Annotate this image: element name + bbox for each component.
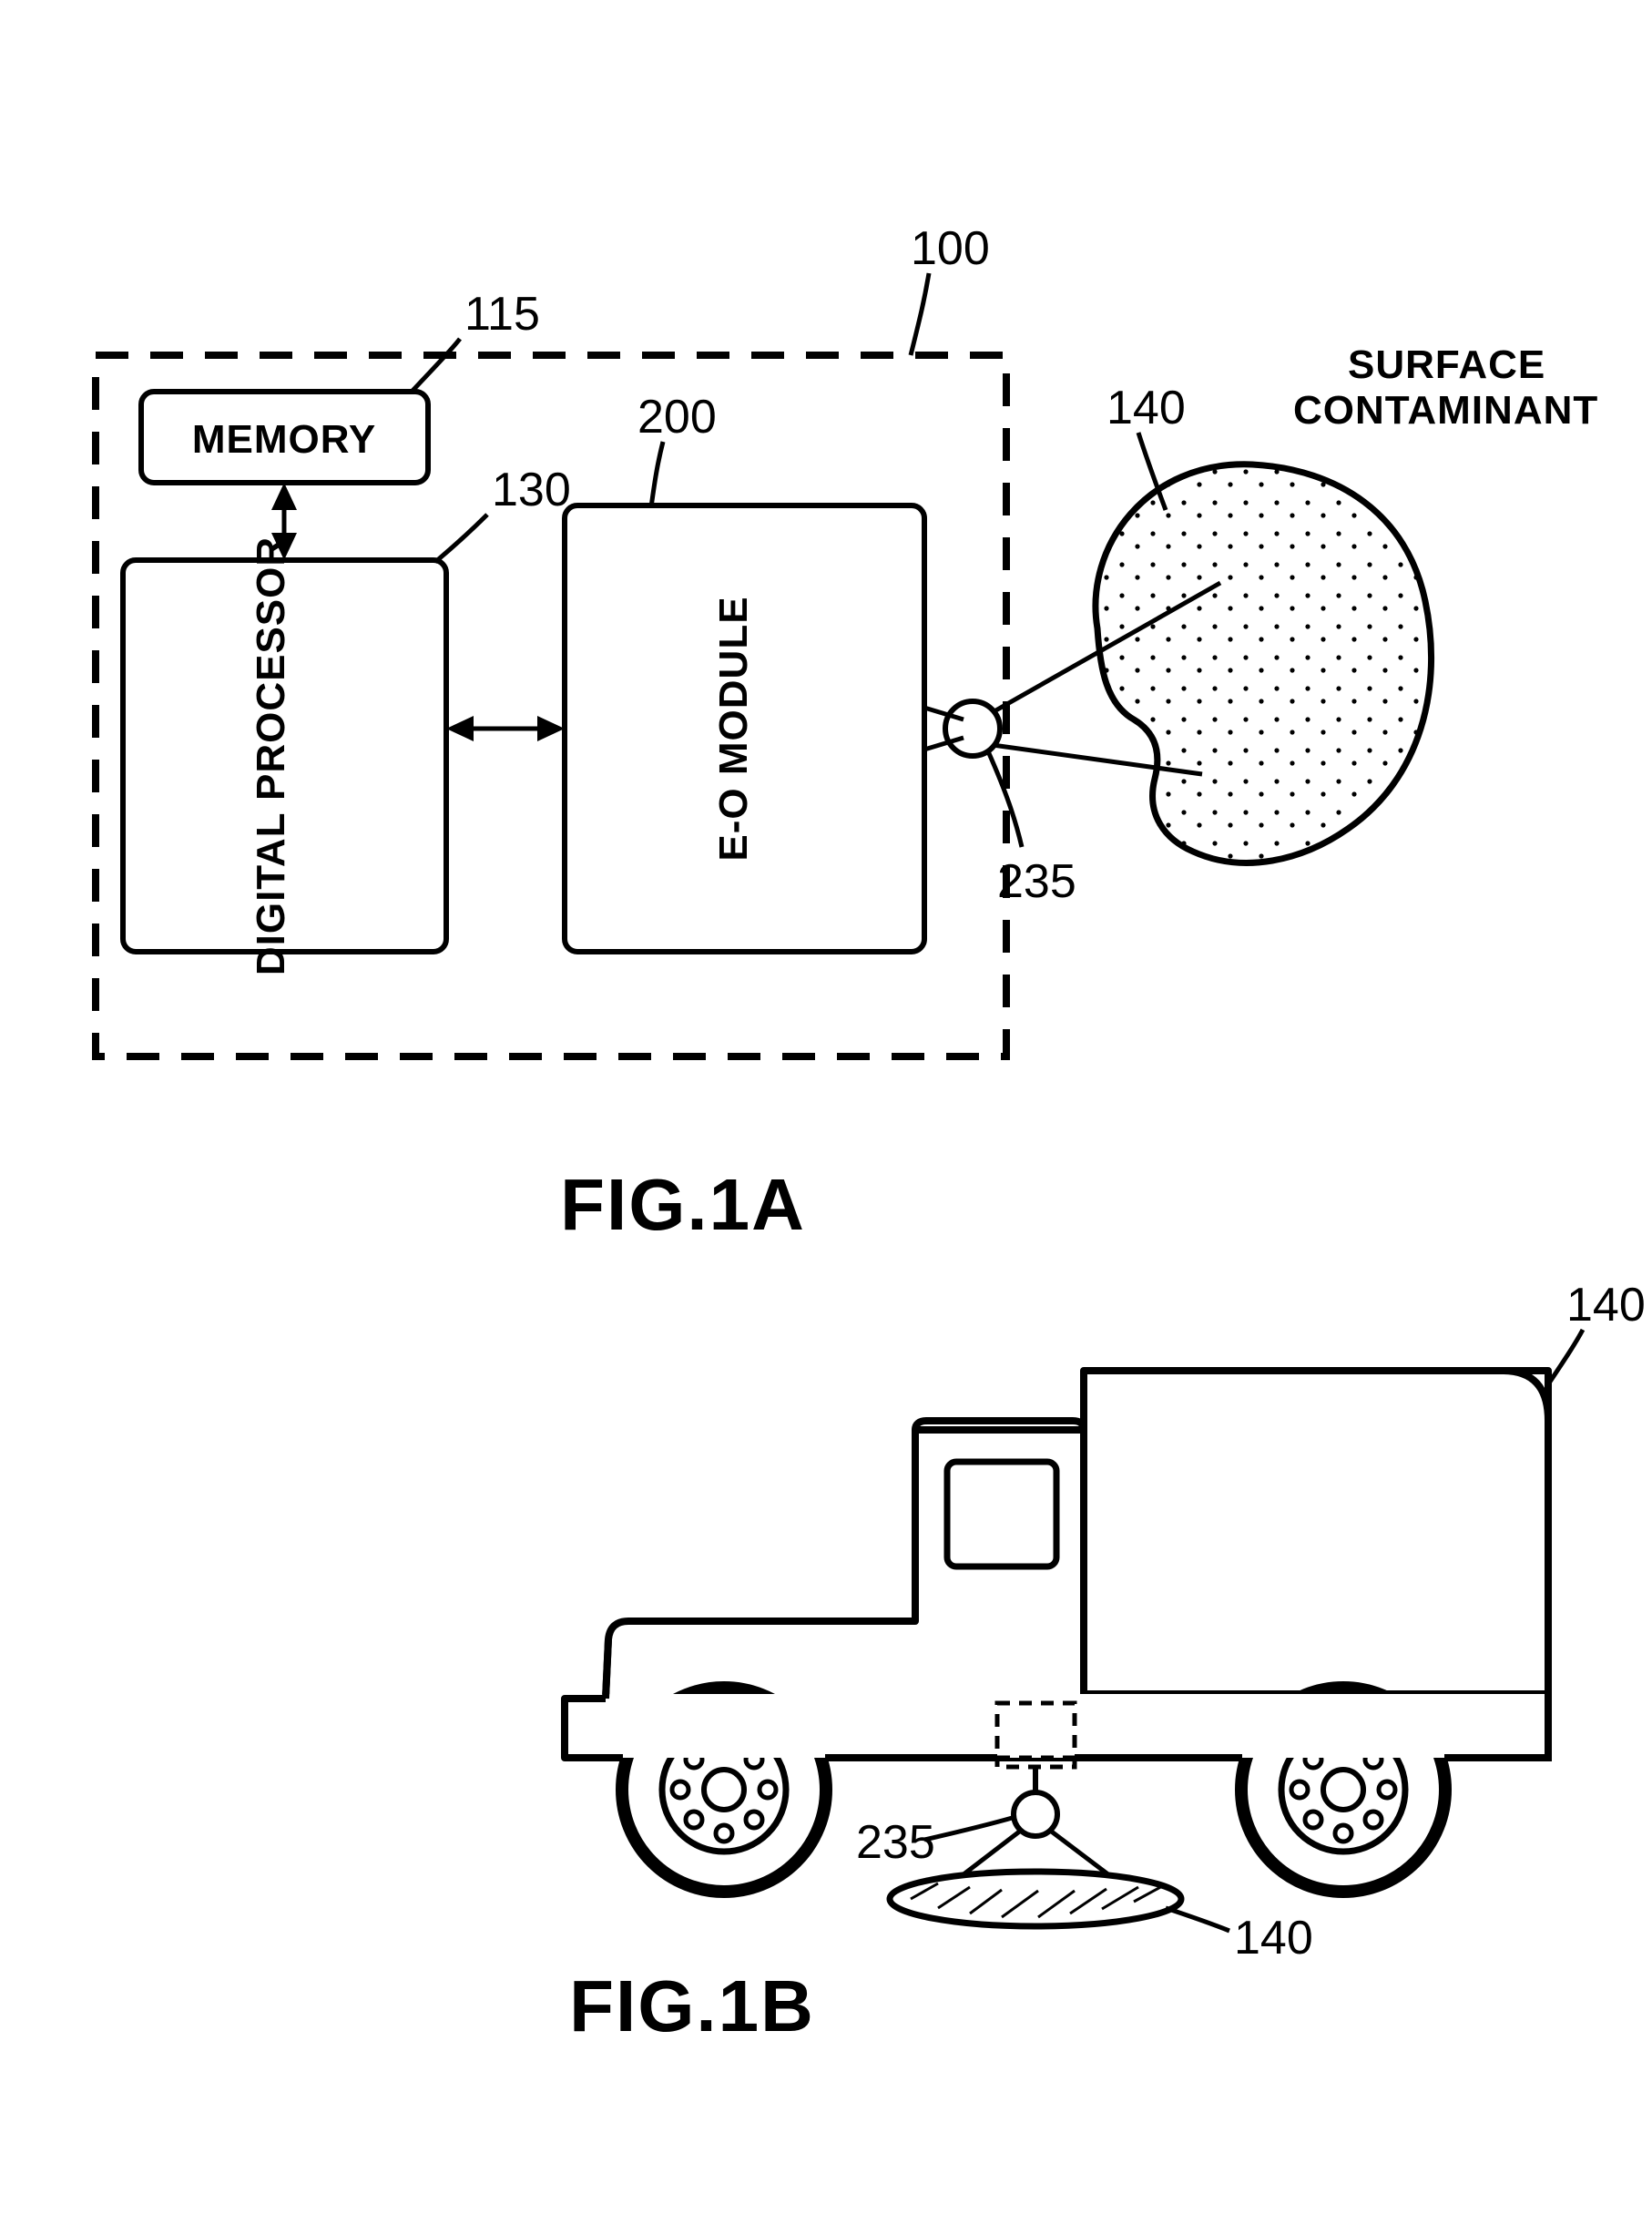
contaminant xyxy=(1096,464,1432,863)
contaminant-line1: SURFACE xyxy=(1348,342,1545,387)
fig-1a: 100 MEMORY 115 DIGITAL PROCESSOR 130 E-O… xyxy=(96,222,1598,1245)
ref-115: 115 xyxy=(464,288,540,341)
ref-235-leader-1b xyxy=(924,1817,1015,1840)
truck xyxy=(565,1371,1548,1926)
fig-1b: 140 235 140 FIG.1B xyxy=(565,1279,1646,2046)
ref-100: 100 xyxy=(911,222,990,275)
processor-eo-link xyxy=(446,716,565,741)
ref-200-leader xyxy=(651,442,663,507)
eo-label: E-O MODULE xyxy=(711,596,756,861)
ref-115-leader xyxy=(412,339,460,392)
ref-100-leader xyxy=(911,273,929,355)
ref-140-ground: 140 xyxy=(1234,1912,1313,1965)
ref-130-leader xyxy=(435,515,487,562)
ref-200: 200 xyxy=(637,391,717,444)
ref-140-ground-leader xyxy=(1166,1908,1229,1931)
lens-1a xyxy=(945,701,1000,756)
ref-140-truck: 140 xyxy=(1566,1279,1646,1332)
fig1b-caption: FIG.1B xyxy=(569,1965,815,2046)
ref-140-truck-leader xyxy=(1548,1330,1583,1384)
processor-label: DIGITAL PROCESSOR xyxy=(249,536,293,975)
contaminant-line2: CONTAMINANT xyxy=(1293,388,1598,433)
fig1a-caption: FIG.1A xyxy=(560,1164,806,1245)
memory-label: MEMORY xyxy=(192,417,376,462)
ref-130: 130 xyxy=(492,464,571,516)
ref-235-1a: 235 xyxy=(997,855,1076,908)
ref-140-1a: 140 xyxy=(1106,382,1186,434)
ref-235-1b: 235 xyxy=(856,1816,935,1869)
